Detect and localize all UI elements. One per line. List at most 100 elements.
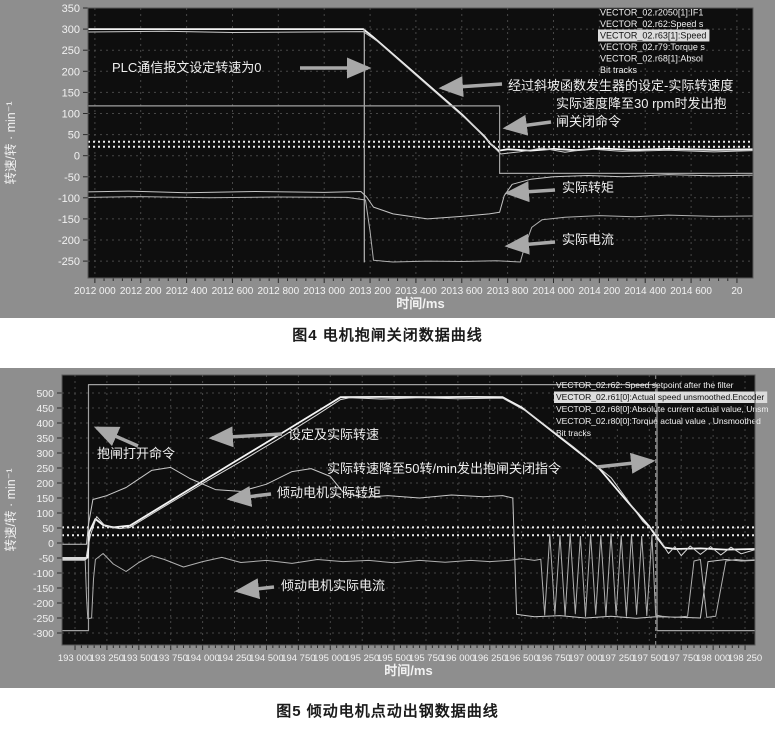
legend-item[interactable]: VECTOR_02.r80[0]:Torque actual value , U… (556, 416, 761, 426)
x-tick-label: 193 250 (90, 653, 124, 664)
x-tick-label: 2013 400 (395, 286, 437, 297)
y-tick-label: 250 (36, 463, 54, 475)
y-tick-label: 100 (36, 508, 54, 520)
annotation-text: 实际转速降至50转/min发出抱闸关闭指令 (327, 461, 561, 476)
annotation-arrow (502, 114, 552, 136)
x-tick-label: 197 750 (664, 653, 698, 664)
x-tick-label: 2012 600 (212, 286, 254, 297)
x-tick-label: 2012 000 (74, 286, 116, 297)
annotation-arrow (438, 76, 503, 98)
legend-item[interactable]: Bit tracks (600, 65, 638, 75)
y-tick-label: 500 (36, 388, 54, 400)
series-brake-bit-track (88, 105, 753, 174)
figure5-plot-area (62, 375, 755, 645)
y-tick-label: 150 (62, 87, 80, 99)
x-tick-label: 195 250 (345, 653, 379, 664)
plot-border (87, 7, 754, 279)
y-tick-label: 0 (48, 538, 54, 550)
annotation-arrow (226, 486, 272, 507)
figure4-plot-svg: 2012 000 2012 200 2012 400 2012 600 2012 800… (3, 3, 754, 311)
annotation-text: 闸关闭命令 (556, 114, 621, 129)
legend-highlight (598, 29, 710, 42)
y-tick-label: -200 (33, 598, 54, 610)
y-tick-label: -100 (58, 193, 80, 205)
annotation-arrow (596, 452, 656, 474)
y-axis-label: 转速/转 · min⁻¹ (3, 469, 18, 552)
x-tick-label: 196 000 (441, 653, 475, 664)
series-r61-actual-speed (62, 397, 756, 560)
annotation-arrow (208, 426, 283, 448)
figure5-chart-panel: 193 000 193 250 193 500 193 750 194 000 194 2… (0, 368, 775, 688)
x-tick-label: 197 000 (568, 653, 602, 664)
y-tick-label: -300 (33, 628, 54, 640)
x-tick-label: 194 250 (217, 653, 251, 664)
x-tick-label: 196 500 (505, 653, 539, 664)
legend-item[interactable]: Bit tracks (556, 428, 591, 438)
figure4-caption: 图4 电机抱闸关闭数据曲线 (292, 327, 483, 344)
y-tick-label: 350 (36, 433, 54, 445)
x-tick-label: 2012 200 (120, 286, 162, 297)
x-tick-label: 20 (731, 286, 743, 297)
y-tick-label: 50 (68, 130, 80, 142)
annotation-arrow (234, 578, 275, 600)
figure4-chart-panel: 2012 000 2012 200 2012 400 2012 600 2012 800… (0, 0, 775, 318)
figure4-plot-area (88, 8, 753, 278)
series-r62-speed-setpoint (62, 395, 756, 559)
legend-item[interactable]: VECTOR_02.r79:Torque s (600, 42, 705, 52)
annotation-text: 设定及实际转速 (288, 427, 379, 442)
x-tick-label: 194 500 (249, 653, 283, 664)
x-tick-label: 195 000 (313, 653, 347, 664)
y-tick-label: 300 (36, 448, 54, 460)
series-r62-speed-setpoint-ramp (88, 28, 754, 152)
x-tick-label: 198 000 (696, 653, 730, 664)
annotation-text: 实际转矩 (562, 180, 614, 195)
y-tick-label: -150 (33, 583, 54, 595)
y-axis-label: 转速/转 · min⁻¹ (3, 102, 18, 185)
legend-item[interactable]: VECTOR_02.r68[1]:Absol (600, 54, 703, 64)
annotation-arrow (93, 426, 139, 448)
y-tick-label: 0 (74, 151, 80, 163)
series-brake-bit-track (62, 384, 755, 632)
series-r68-current (62, 533, 756, 620)
x-tick-label: 2012 400 (166, 286, 208, 297)
x-tick-label: 193 500 (122, 653, 156, 664)
series-r63-actual-speed (87, 30, 754, 155)
annotation-text: 经过斜坡函数发生器的设定-实际转速度 (508, 78, 733, 93)
y-tick-label: 50 (42, 523, 54, 535)
y-tick-label: 400 (36, 418, 54, 430)
x-tick-label: 2014 400 (624, 286, 666, 297)
legend-item[interactable]: VECTOR_02.r61[0]:Actual speed unsmoothed… (556, 392, 764, 402)
x-tick-label: 196 250 (473, 653, 507, 664)
x-tick-label: 194 750 (281, 653, 315, 664)
y-tick-label: 200 (36, 478, 54, 490)
annotation-text: 倾动电机实际电流 (281, 578, 385, 593)
x-tick-label: 193 000 (58, 653, 92, 664)
legend-item[interactable]: VECTOR_02.r63[1]:Speed (600, 31, 706, 41)
annotation-arrow (504, 181, 556, 203)
x-tick-label: 195 750 (409, 653, 443, 664)
x-tick-label: 2014 600 (670, 286, 712, 297)
series-r68-current (87, 196, 754, 263)
x-tick-label: 198 250 (728, 653, 762, 664)
y-tick-label: 250 (62, 45, 80, 57)
legend-item[interactable]: VECTOR_02.r62:Speed s (600, 19, 704, 29)
legend-item[interactable]: VECTOR_02.r68[0]:Absolute current actual… (556, 404, 768, 414)
x-tick-label: 2013 200 (349, 286, 391, 297)
y-tick-label: -150 (58, 214, 80, 226)
figure5-caption: 图5 倾动电机点动出钢数据曲线 (276, 703, 499, 720)
legend-item[interactable]: VECTOR_02.r62: Speed setpoint after the … (556, 380, 734, 390)
y-tick-label: 350 (62, 3, 80, 15)
x-tick-label: 2014 200 (579, 286, 621, 297)
x-tick-label: 195 500 (377, 653, 411, 664)
y-tick-label: -50 (64, 172, 80, 184)
x-tick-label: 193 750 (154, 653, 188, 664)
x-tick-label: 2013 000 (303, 286, 345, 297)
annotation-text: 倾动电机实际转矩 (277, 485, 381, 500)
series-r79-torque (87, 174, 754, 220)
x-tick-label: 197 500 (632, 653, 666, 664)
x-tick-label: 197 250 (600, 653, 634, 664)
legend-item[interactable]: VECTOR_02.r2050[1]:IF1 (600, 8, 703, 18)
annotation-text: PLC通信报文设定转速为0 (112, 60, 262, 75)
